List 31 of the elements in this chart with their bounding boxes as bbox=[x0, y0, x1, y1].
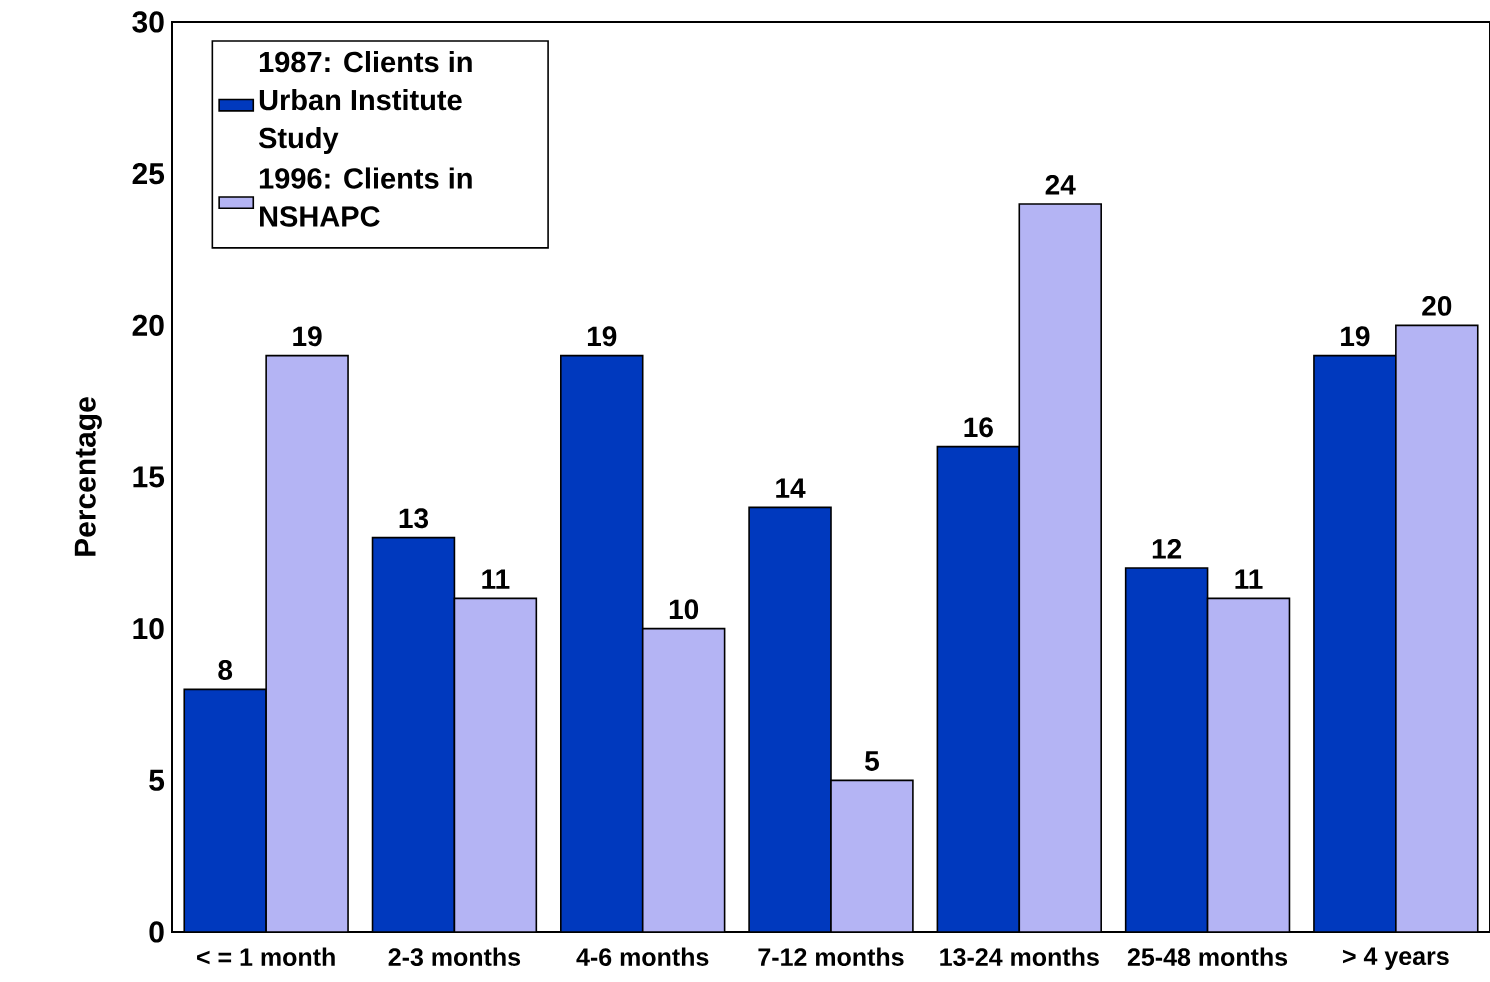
data-label: 24 bbox=[1045, 174, 1076, 195]
legend-label: 1996: Clients in NSHAPC bbox=[259, 167, 472, 227]
data-label: 12 bbox=[1152, 538, 1182, 559]
data-label: 10 bbox=[669, 599, 699, 620]
y-tick-label: 10 bbox=[133, 618, 164, 640]
data-label: 19 bbox=[293, 326, 322, 347]
data-label: 19 bbox=[587, 326, 617, 347]
y-tick-label: 30 bbox=[132, 11, 164, 33]
x-tick-label: 25-48 months bbox=[1127, 947, 1288, 966]
y-tick-label: 20 bbox=[132, 314, 164, 336]
data-label: 5 bbox=[865, 751, 879, 771]
x-tick-label: 7-12 months bbox=[758, 947, 904, 966]
x-tick-label: > 4 years bbox=[1343, 947, 1449, 970]
data-label: 19 bbox=[1341, 326, 1370, 347]
y-tick-label: 15 bbox=[133, 466, 165, 488]
data-label: 20 bbox=[1422, 296, 1452, 316]
x-tick-label: 13-24 months bbox=[940, 947, 1099, 966]
data-label: 16 bbox=[964, 417, 993, 438]
data-label: 11 bbox=[482, 569, 510, 589]
y-axis-title: Percentage bbox=[74, 397, 102, 556]
data-label: 11 bbox=[1235, 569, 1263, 589]
data-label: 13 bbox=[399, 508, 429, 529]
y-tick-label: 5 bbox=[149, 769, 165, 791]
y-tick-label: 0 bbox=[149, 921, 164, 943]
legend-label: 1987: Clients in Urban Institute Study bbox=[258, 51, 472, 155]
y-tick-label: 25 bbox=[132, 163, 165, 185]
x-tick-label: < = 1 month bbox=[197, 947, 335, 966]
x-tick-label: 4-6 months bbox=[576, 947, 709, 966]
data-label: 14 bbox=[776, 478, 806, 498]
x-tick-label: 2-3 months bbox=[388, 947, 521, 966]
data-label: 8 bbox=[218, 660, 233, 680]
